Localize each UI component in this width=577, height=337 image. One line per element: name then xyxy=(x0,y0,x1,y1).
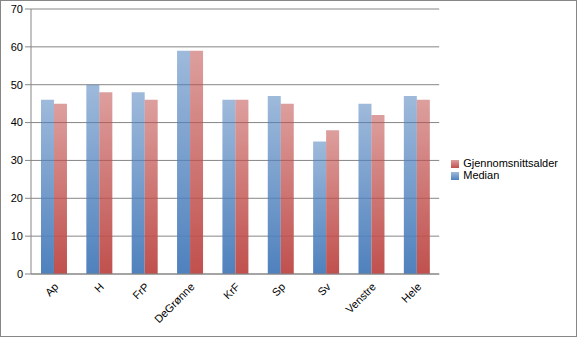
svg-text:Hele: Hele xyxy=(399,280,423,304)
svg-text:Sv: Sv xyxy=(315,280,333,298)
svg-text:40: 40 xyxy=(11,116,23,128)
svg-text:FrP: FrP xyxy=(130,280,151,301)
svg-text:DeGrønne: DeGrønne xyxy=(152,280,197,325)
svg-text:20: 20 xyxy=(11,192,23,204)
svg-text:KrF: KrF xyxy=(221,280,242,301)
svg-text:50: 50 xyxy=(11,79,23,91)
svg-text:Sp: Sp xyxy=(269,280,287,298)
svg-text:70: 70 xyxy=(11,3,23,15)
svg-text:30: 30 xyxy=(11,154,23,166)
html-text:Gjennomsnittsalder: Gjennomsnittsalder xyxy=(463,156,558,169)
svg-text:60: 60 xyxy=(11,41,23,53)
svg-text:0: 0 xyxy=(17,268,23,280)
html-text:Median: Median xyxy=(463,168,500,181)
svg-text:H: H xyxy=(92,280,106,294)
svg-text:Venstre: Venstre xyxy=(343,280,378,315)
svg-text:Ap: Ap xyxy=(43,280,61,298)
svg-text:10: 10 xyxy=(11,230,23,242)
